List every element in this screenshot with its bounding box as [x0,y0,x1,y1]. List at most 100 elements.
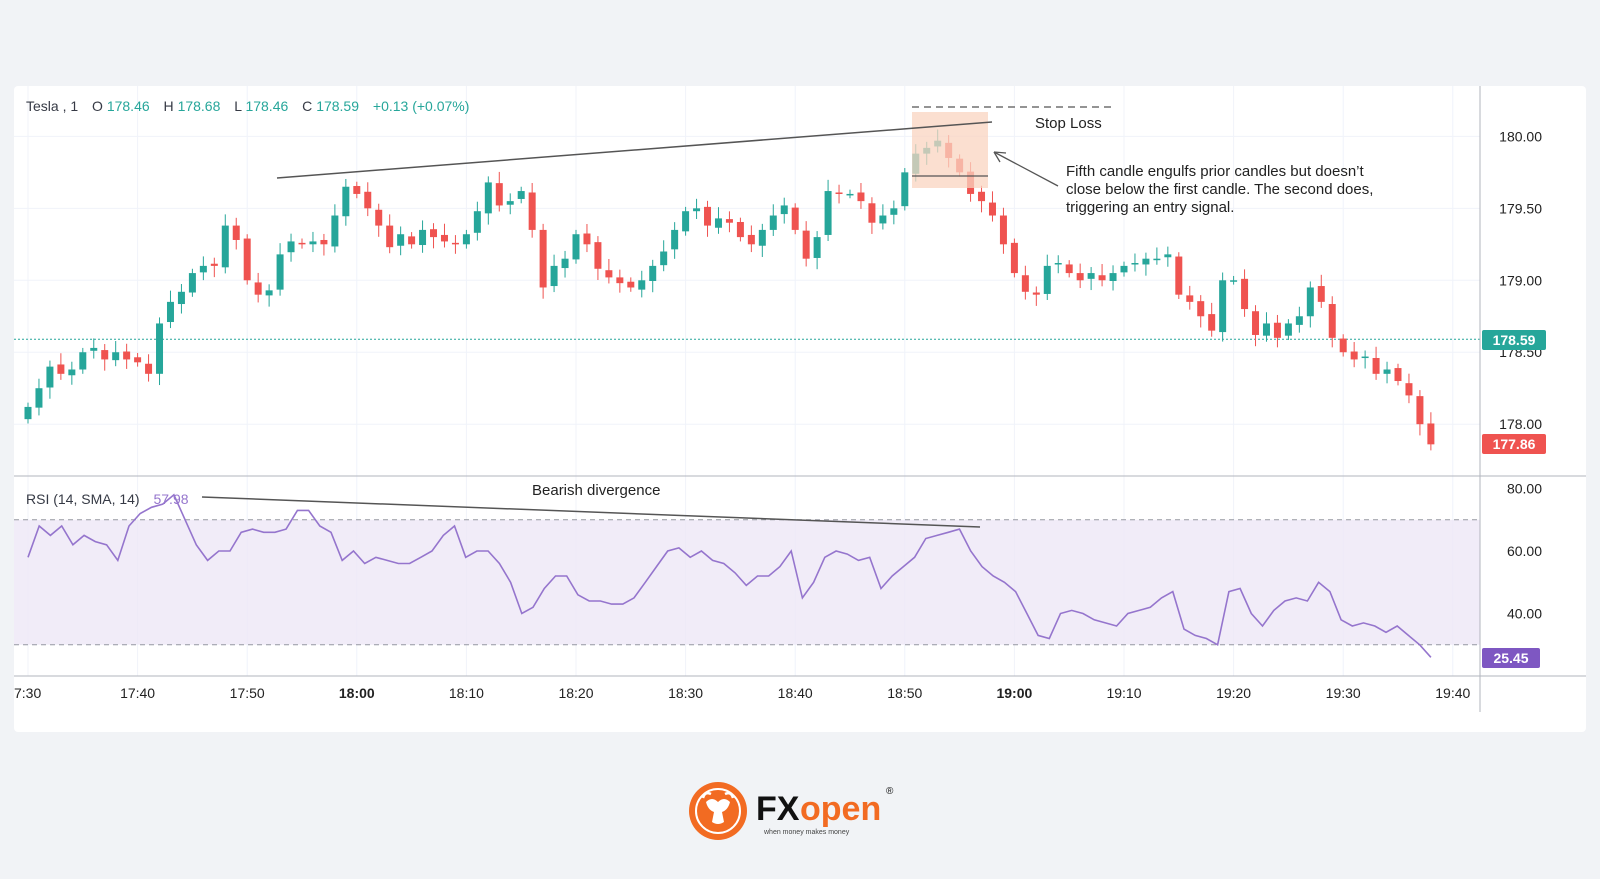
ohlc-legend: Tesla , 1 O 178.46 H 178.68 L 178.46 C 1… [26,98,469,114]
candle-body [1098,275,1106,281]
candle-body [978,191,986,202]
candle-body [868,203,876,223]
close-label: C [302,98,312,114]
candle-body [1208,314,1216,331]
price-tick-label: 178.00 [1499,416,1542,432]
candle-body [616,277,624,284]
candle-body [145,363,153,374]
candle-body [1010,242,1018,274]
rsi-legend: RSI (14, SMA, 14) 57.98 [26,491,189,507]
candle-body [156,323,164,374]
candle-body [1120,265,1128,273]
candle-body [1043,265,1051,294]
last-price-badge: 178.59 [1482,330,1546,350]
divergence-label: Bearish divergence [532,482,660,499]
high-label: H [164,98,174,114]
candle-body [79,352,87,370]
candle-body [1427,423,1435,445]
rsi-value-badge: 25.45 [1482,648,1540,668]
candle-body [671,229,679,250]
open-value: 178.46 [107,98,150,114]
candle-body [901,172,909,207]
candle-body [627,281,635,288]
note-line-3: triggering an entry signal. [1066,199,1234,216]
candle-body [791,207,799,230]
candle-body [68,369,76,376]
candle-body [1262,323,1270,336]
candle-body [46,366,54,388]
candle-body [232,225,240,240]
time-tick-label: 18:50 [887,685,922,701]
open-label: O [92,98,103,114]
candle-body [1164,254,1172,258]
candle-body [649,265,657,281]
candle-body [386,225,394,248]
time-tick-label: 18:10 [449,685,484,701]
last-price-label: 178.59 [1493,332,1536,348]
candle-body [1361,356,1369,359]
candle-body [1087,273,1095,279]
candle-body [1405,383,1413,396]
candle-body [780,205,788,215]
candle-body [1295,316,1303,325]
symbol-label: Tesla [26,98,59,114]
candle-body [1394,368,1402,382]
candle-body [364,191,372,209]
candle-body [353,186,361,194]
interval-label: 1 [70,98,78,114]
candle-body [1153,258,1161,261]
candle-body [221,225,229,268]
candle-body [890,208,898,215]
candle-body [846,193,854,196]
candle-body [320,239,328,245]
time-tick-label: 18:20 [558,685,593,701]
high-value: 178.68 [178,98,221,114]
axes: 7:30 17:40 17:50 18:00 18:10 18:20 18:30 18:40 1… [14,86,1586,712]
change-value: +0.13 (+0.07%) [373,98,470,114]
candle-body [254,282,262,295]
candle-body [638,280,646,290]
logo-registered: ® [886,786,894,797]
candle-body [1339,338,1347,353]
rsi-last-label: 25.45 [1493,650,1528,666]
candle-body [265,290,273,296]
candle-body [101,350,109,360]
candle-body [725,219,733,223]
rsi-tick-label: 40.00 [1507,606,1542,622]
bull-emblem-icon [689,782,747,840]
candle-body [572,234,580,260]
time-tick-label: 17:50 [230,685,265,701]
candle-body [802,230,810,259]
candles [24,129,1435,451]
candle-body [824,191,832,235]
candle-body [1306,287,1314,317]
candle-body [1241,278,1249,310]
candle-body [528,192,536,230]
candle-body [495,183,503,206]
candle-body [999,215,1007,245]
rsi-pane [27,493,1432,658]
candle-body [35,388,43,408]
candle-body [1186,295,1194,302]
candle-body [747,234,755,245]
time-tick-label: 7:30 [14,685,41,701]
candle-body [177,291,185,305]
candle-body [517,191,525,199]
annotation-arrow-head [993,151,1007,163]
candle-body [243,238,251,281]
stop-loss-label: Stop Loss [1035,115,1102,132]
candle-body [462,234,470,245]
time-tick-label: 18:40 [778,685,813,701]
candle-body [419,229,427,246]
rsi-band-fill [14,519,1480,645]
logo-open: open [800,790,881,828]
candle-body [693,208,701,212]
candle-body [769,215,777,230]
candle-body [484,182,492,214]
candle-body [1328,304,1336,338]
candle-body [1383,369,1391,374]
candle-body [199,265,207,273]
fxopen-logo: FX open ® when money makes money [686,778,926,844]
candle-body [473,211,481,233]
